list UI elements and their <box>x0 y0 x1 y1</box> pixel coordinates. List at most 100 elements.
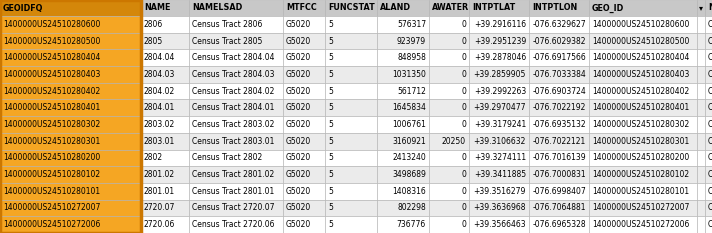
Text: 2801.02: 2801.02 <box>144 170 175 179</box>
Bar <box>377 216 429 233</box>
Bar <box>705 66 712 83</box>
Bar <box>697 166 705 183</box>
Bar <box>697 133 705 150</box>
Text: Census Tract 2802; Balt...: Census Tract 2802; Balt... <box>708 153 712 162</box>
Text: -076.6329627: -076.6329627 <box>533 20 586 29</box>
Text: 0: 0 <box>461 53 466 62</box>
Bar <box>697 99 705 116</box>
Bar <box>705 16 712 33</box>
Text: 1400000US24510280404: 1400000US24510280404 <box>592 53 689 62</box>
Bar <box>429 99 469 116</box>
Text: Census Tract 2720.07;...: Census Tract 2720.07;... <box>708 203 712 212</box>
Text: 5: 5 <box>328 70 333 79</box>
Bar <box>0 183 141 200</box>
Bar <box>0 16 141 33</box>
Bar <box>705 133 712 150</box>
Bar <box>283 216 325 233</box>
Bar <box>529 116 589 133</box>
Bar <box>589 16 697 33</box>
Bar <box>0 99 141 116</box>
Bar <box>705 200 712 216</box>
Text: 0: 0 <box>461 187 466 196</box>
Text: 0: 0 <box>461 103 466 112</box>
Text: 1400000US24510280101: 1400000US24510280101 <box>592 187 689 196</box>
Bar <box>283 66 325 83</box>
Bar <box>529 0 589 16</box>
Text: +39.3636968: +39.3636968 <box>473 203 526 212</box>
Text: -076.6998407: -076.6998407 <box>533 187 586 196</box>
Text: 0: 0 <box>461 153 466 162</box>
Text: +39.2970477: +39.2970477 <box>473 103 526 112</box>
Text: +39.2916116: +39.2916116 <box>474 20 526 29</box>
Bar <box>697 150 705 166</box>
Bar <box>589 116 697 133</box>
Bar <box>0 150 141 166</box>
Text: 5: 5 <box>328 220 333 229</box>
Bar <box>0 166 141 183</box>
Text: G5020: G5020 <box>286 120 311 129</box>
Text: 1400000US24510280404: 1400000US24510280404 <box>3 53 100 62</box>
Text: G5020: G5020 <box>286 87 311 96</box>
Bar <box>377 133 429 150</box>
Bar <box>325 83 377 99</box>
Bar <box>429 83 469 99</box>
Text: G5020: G5020 <box>286 103 311 112</box>
Bar <box>377 150 429 166</box>
Text: NAMELSAD: NAMELSAD <box>192 3 242 13</box>
Text: +39.2878046: +39.2878046 <box>473 53 526 62</box>
Bar <box>429 16 469 33</box>
Bar <box>141 116 189 133</box>
Text: Census Tract 2804.01: Census Tract 2804.01 <box>192 103 274 112</box>
Bar <box>141 166 189 183</box>
Bar <box>705 99 712 116</box>
Text: 1400000US24510280403: 1400000US24510280403 <box>592 70 689 79</box>
Text: 1400000US24510280500: 1400000US24510280500 <box>3 37 100 45</box>
Text: ▾: ▾ <box>699 3 703 13</box>
Text: 5: 5 <box>328 20 333 29</box>
Text: G5020: G5020 <box>286 153 311 162</box>
Text: 848958: 848958 <box>397 53 426 62</box>
Bar <box>377 200 429 216</box>
Bar <box>529 33 589 49</box>
Bar <box>589 166 697 183</box>
Text: 1400000US24510280200: 1400000US24510280200 <box>592 153 689 162</box>
Text: 1408316: 1408316 <box>392 187 426 196</box>
Bar <box>141 66 189 83</box>
Text: -076.7022121: -076.7022121 <box>533 137 586 146</box>
Text: 923979: 923979 <box>397 37 426 45</box>
Bar <box>325 66 377 83</box>
Text: 0: 0 <box>461 70 466 79</box>
Bar <box>697 33 705 49</box>
Bar <box>283 200 325 216</box>
Bar <box>0 33 141 49</box>
Text: 1400000US24510280600: 1400000US24510280600 <box>592 20 689 29</box>
Bar <box>529 49 589 66</box>
Bar <box>469 16 529 33</box>
Text: G5020: G5020 <box>286 20 311 29</box>
Text: 5: 5 <box>328 170 333 179</box>
Text: G5020: G5020 <box>286 203 311 212</box>
Bar <box>697 0 705 16</box>
Bar <box>141 0 189 16</box>
Bar <box>529 150 589 166</box>
Bar <box>377 16 429 33</box>
Bar <box>325 166 377 183</box>
Text: -076.6029382: -076.6029382 <box>533 37 586 45</box>
Text: 1400000US24510280600: 1400000US24510280600 <box>3 20 100 29</box>
Text: Census Tract 2805: Census Tract 2805 <box>192 37 263 45</box>
Bar <box>325 16 377 33</box>
Text: G5020: G5020 <box>286 137 311 146</box>
Bar <box>0 0 141 16</box>
Bar <box>189 166 283 183</box>
Bar <box>377 66 429 83</box>
Bar <box>283 99 325 116</box>
Text: 1400000US24510272006: 1400000US24510272006 <box>3 220 100 229</box>
Bar <box>189 150 283 166</box>
Bar <box>189 183 283 200</box>
Bar <box>325 49 377 66</box>
Bar <box>529 183 589 200</box>
Text: 2803.02: 2803.02 <box>144 120 175 129</box>
Bar <box>429 49 469 66</box>
Bar <box>141 16 189 33</box>
Bar <box>189 33 283 49</box>
